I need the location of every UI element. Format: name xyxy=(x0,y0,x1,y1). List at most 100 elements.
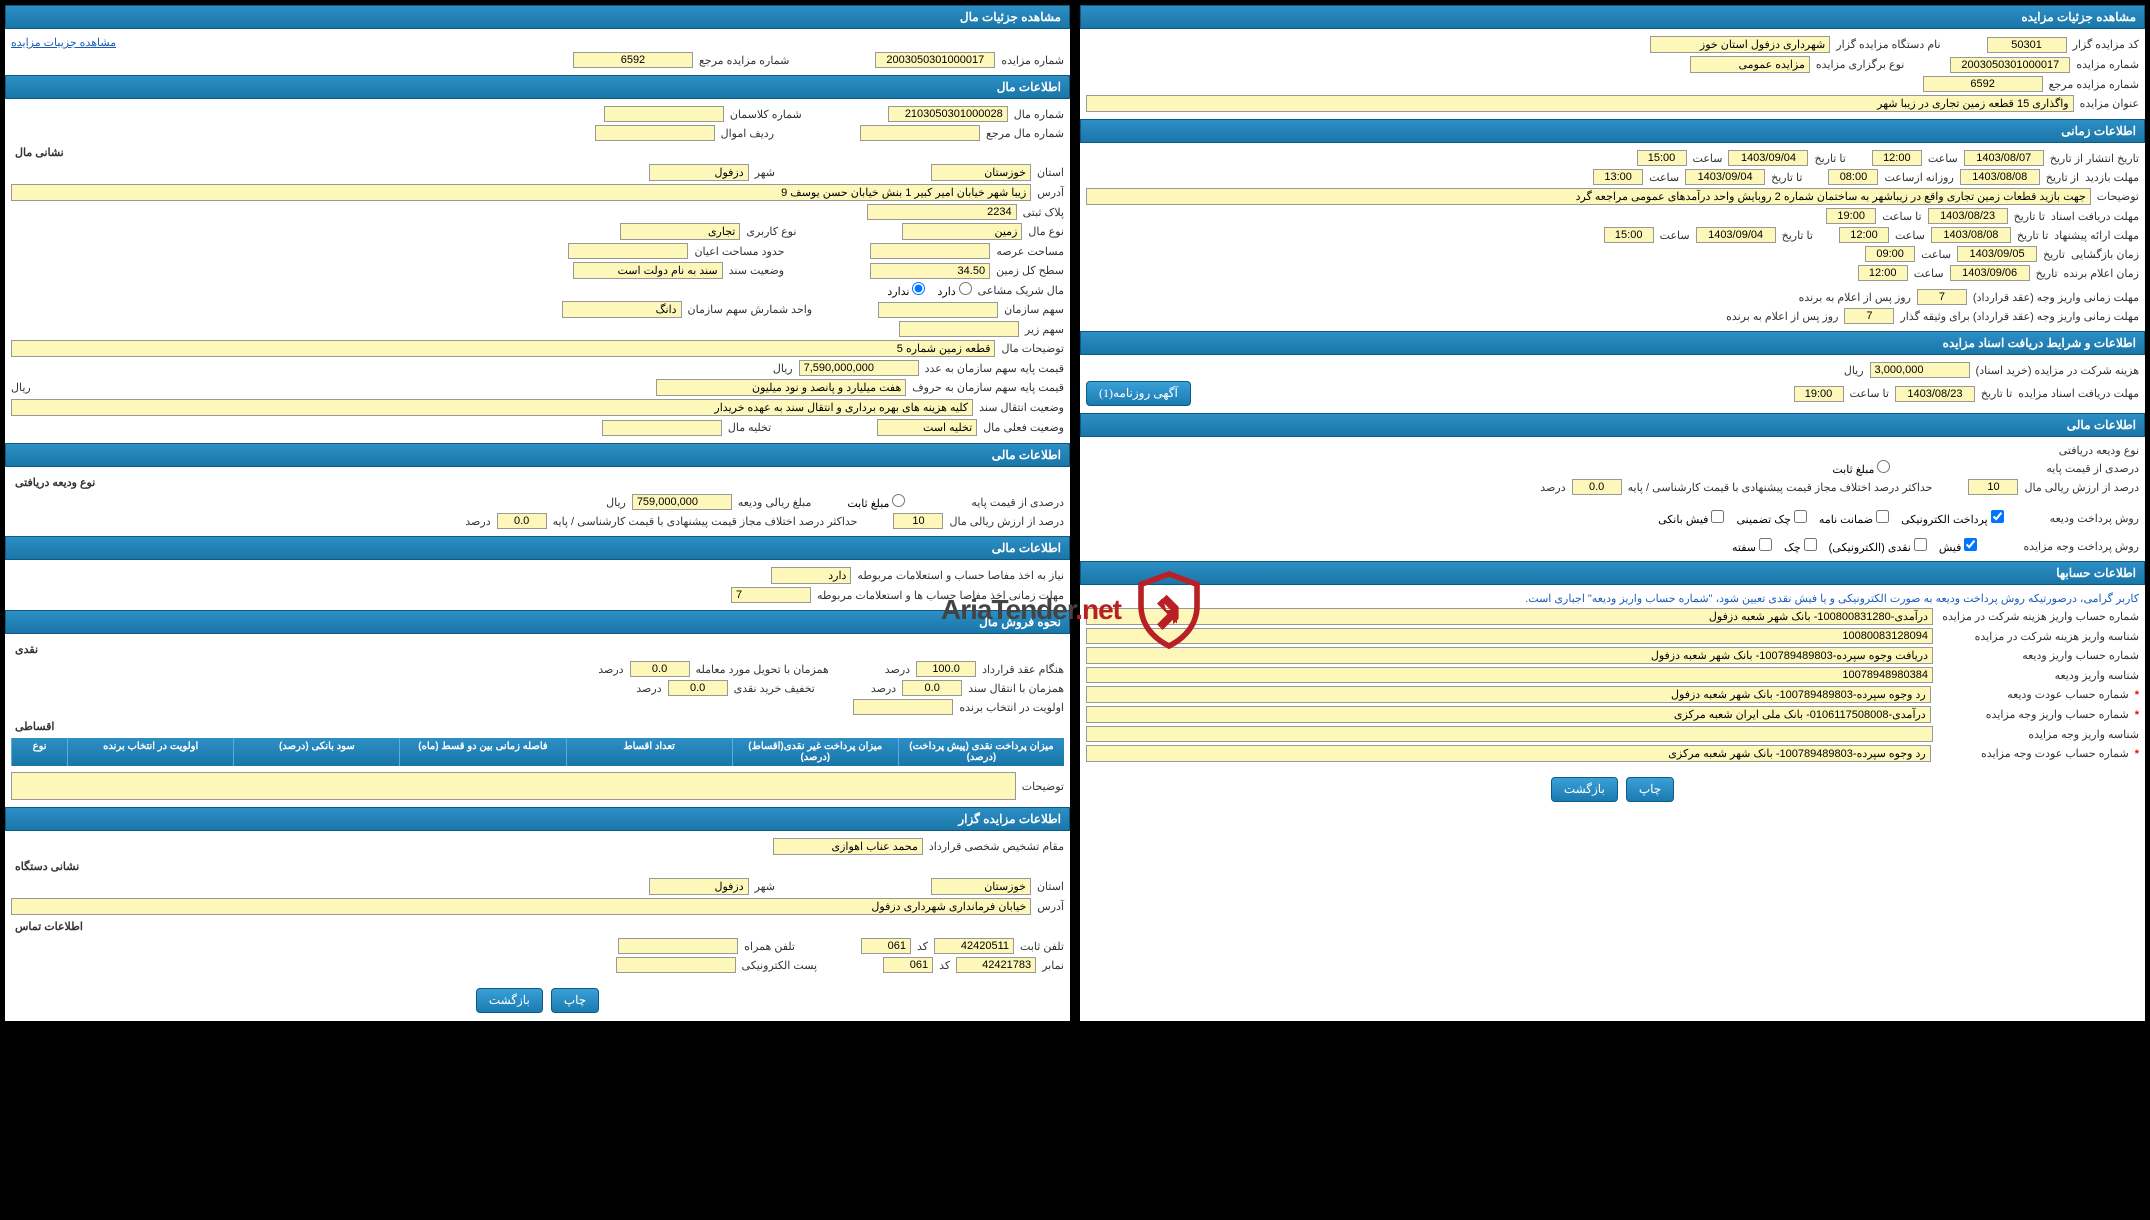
time-body: تاریخ انتشار از تاریخ 1403/08/07 ساعت 12… xyxy=(1080,143,2145,331)
collateral-deadline-lbl: مهلت زمانی واریز وجه (عقد قرارداد) برای … xyxy=(1900,310,2139,323)
visit-from: 1403/08/08 xyxy=(1960,169,2040,185)
city-lbl: شهر xyxy=(755,166,775,179)
area-val xyxy=(870,243,990,259)
code-lbl-1: کد xyxy=(917,940,928,953)
hour-lbl-7: ساعت xyxy=(1914,267,1944,280)
deposit-type-lbl-2: نوع ودیعه دریافتی xyxy=(11,474,99,491)
property-body: شماره مال 2103050301000028 شماره کلاسمان… xyxy=(5,99,1070,443)
open-date: 1403/09/05 xyxy=(1957,246,2037,262)
type-label: نوع برگزاری مزایده xyxy=(1816,58,1904,71)
contract-percent-val: 100.0 xyxy=(916,661,976,677)
inquiry-lbl: نیاز به اخذ مفاصا حساب و استعلامات مربوط… xyxy=(857,569,1064,582)
safteh-check[interactable]: سفته xyxy=(1732,538,1772,554)
guarantee-check[interactable]: ضمانت نامه xyxy=(1819,510,1889,526)
details-link[interactable]: مشاهده جزییات مزایده xyxy=(11,36,116,49)
org-province-lbl: استان xyxy=(1037,880,1064,893)
header-auction-details: مشاهده جزئیات مزایده xyxy=(1080,5,2145,29)
docs-lbl: مهلت دریافت اسناد xyxy=(2051,210,2139,223)
to-hour-lbl-1: تا ساعت xyxy=(1882,210,1921,223)
org-address-val: خیابان فرمانداری شهرداری دزفول xyxy=(11,898,1031,915)
usage-lbl: نوع کاربری xyxy=(746,225,796,238)
left-buttons: چاپ بازگشت xyxy=(5,980,1070,1021)
th1: میزان پرداخت نقدی (پیش پرداخت) (درصد) xyxy=(898,738,1064,766)
doc-transfer-percent-val: 0.0 xyxy=(902,680,962,696)
org-value: شهرداری دزفول استان خوز xyxy=(1650,36,1830,53)
ref-property-val xyxy=(860,125,980,141)
estimate-val: 10 xyxy=(1968,479,2018,495)
contract-percent-lbl: هنگام عقد قرارداد xyxy=(982,663,1064,676)
print-button-right[interactable]: چاپ xyxy=(1626,777,1674,802)
email-val xyxy=(616,957,736,973)
city-val: دزفول xyxy=(649,164,749,181)
property-details-body: مشاهده جزییات مزایده شماره مزایده 200305… xyxy=(5,29,1070,75)
current-status-val: تخلیه است xyxy=(877,419,977,436)
desc-lbl: توضیحات xyxy=(2097,190,2139,203)
no-radio[interactable]: ندارد xyxy=(887,282,925,298)
days-after-lbl-1: روز پس از اعلام به برنده xyxy=(1799,291,1911,304)
sub-share-val xyxy=(899,321,1019,337)
fixed-amount-radio[interactable] xyxy=(1877,460,1890,473)
acc4-val: 10078948980384 xyxy=(1086,667,1933,683)
receive-docs-lbl: مهلت دریافت اسناد مزایده xyxy=(2018,387,2139,400)
fixed-amount-radio-label: مبلغ ثابت xyxy=(1832,460,1890,476)
acc5-lbl: شماره حساب عودت ودیعه xyxy=(1937,688,2129,701)
land-area-val: 34.50 xyxy=(870,263,990,279)
email-lbl: پست الکترونیکی xyxy=(742,959,818,972)
electronic-check[interactable]: پرداخت الکترونیکی xyxy=(1901,510,2004,526)
l-ref-no-lbl: شماره مزایده مرجع xyxy=(699,54,789,67)
acc8-lbl: شماره حساب عودت وجه مزایده xyxy=(1937,747,2129,760)
cash-electronic-check[interactable]: نقدی (الکترونیکی) xyxy=(1829,538,1927,554)
rial-1: ریال xyxy=(1844,364,1864,377)
bank-receipt-check[interactable]: فیش بانکی xyxy=(1658,510,1724,526)
th5: سود بانکی (درصد) xyxy=(233,738,399,766)
title-value: واگذاری 15 قطعه زمین تجاری در زیبا شهر xyxy=(1086,95,2074,112)
back-button-left[interactable]: بازگشت xyxy=(476,988,543,1013)
header-sale: نحوه فروش مال xyxy=(5,610,1070,634)
sale-body: نقدی هنگام عقد قرارداد 100.0 درصد همزمان… xyxy=(5,634,1070,807)
publish-to-h-2: 15:00 xyxy=(1604,227,1654,243)
back-button-right[interactable]: بازگشت xyxy=(1551,777,1618,802)
hour-lbl-4: ساعت xyxy=(1895,229,1925,242)
check-guarantee-check[interactable]: چک تضمینی xyxy=(1736,510,1806,526)
build-area-lbl: حدود مساحت اعیان xyxy=(694,245,784,258)
visit-to-h: 13:00 xyxy=(1593,169,1643,185)
base-price-words-lbl: قیمت پایه سهم سازمان به حروف xyxy=(912,381,1064,394)
th4: فاصله زمانی بین دو قسط (ماه) xyxy=(399,738,565,766)
fax-val: 42421783 xyxy=(956,957,1036,973)
yes-radio[interactable]: دارد xyxy=(937,282,971,298)
percent-lbl-3: درصد xyxy=(885,663,910,676)
area-lbl: مساحت عرصه xyxy=(996,245,1064,258)
estimate-val-2: 10 xyxy=(893,513,943,529)
print-button-left[interactable]: چاپ xyxy=(551,988,599,1013)
inquiry-val: دارد xyxy=(771,567,851,584)
org-body: مقام تشخیص شخصی قرارداد محمد عناب اهوازی… xyxy=(5,831,1070,980)
ref-no-value: 6592 xyxy=(1923,76,2043,92)
receive-docs-h: 19:00 xyxy=(1794,386,1844,402)
deposit-type-lbl: نوع ودیعه دریافتی xyxy=(2059,444,2139,457)
estimate-lbl: درصد از ارزش ریالی مال xyxy=(2024,481,2139,494)
announce-date: 1403/09/06 xyxy=(1950,265,2030,281)
acc3-lbl: شماره حساب واریز ودیعه xyxy=(1939,649,2139,662)
open-date-lbl: تاریخ xyxy=(2043,248,2065,261)
hour-lbl-3: ساعت xyxy=(1649,171,1679,184)
right-buttons: چاپ بازگشت xyxy=(1080,769,2145,810)
fixed-amount-radio-2[interactable]: مبلغ ثابت xyxy=(847,494,905,510)
deposit-deadline-val: 7 xyxy=(1917,289,1967,305)
daily-newspaper-button[interactable]: آگهی روزنامه(1) xyxy=(1086,381,1191,406)
auction-payment-lbl: روش پرداخت وجه مزایده xyxy=(2023,540,2139,553)
receipt-check[interactable]: فیش xyxy=(1939,538,1978,554)
accounts-note: کاربر گرامی، درصورتیکه روش پرداخت ودیعه … xyxy=(1525,592,2139,605)
check-check[interactable]: چک xyxy=(1784,538,1817,554)
transfer-lbl: وضعیت انتقال سند xyxy=(979,401,1064,414)
receive-docs-date: 1403/08/23 xyxy=(1895,386,1975,402)
acc1-val: درآمدی-100800831280- بانک شهر شعبه دزفول xyxy=(1086,608,1933,625)
delivery-percent-lbl: همزمان با تحویل مورد معامله xyxy=(696,663,829,676)
auction-details-body: کد مزایده گزار 50301 نام دستگاه مزایده گ… xyxy=(1080,29,2145,119)
financial-body: نوع ودیعه دریافتی درصدی از قیمت پایه مبل… xyxy=(1080,437,2145,561)
publish-from-lbl: تاریخ انتشار از تاریخ xyxy=(2050,152,2139,165)
to-date-lbl-3: تا تاریخ xyxy=(1782,229,1813,242)
estimate-lbl-2: درصد از ارزش ریالی مال xyxy=(949,515,1064,528)
offer-to-h: 12:00 xyxy=(1839,227,1889,243)
th6: اولویت در انتخاب برنده xyxy=(67,738,233,766)
participate-cost-lbl: هزینه شرکت در مزایده (خرید اسناد) xyxy=(1976,364,2139,377)
